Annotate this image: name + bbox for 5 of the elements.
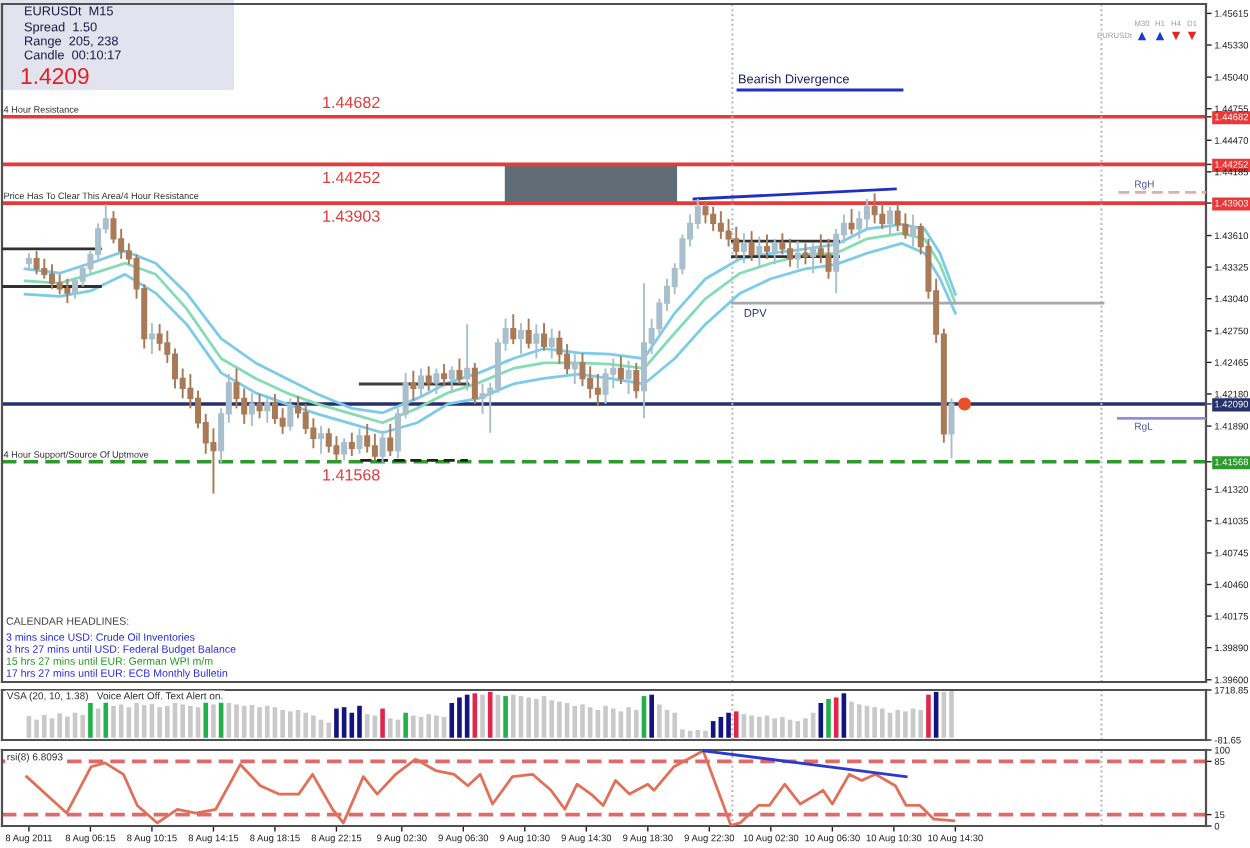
ref-line-label: 1.41568	[323, 469, 380, 481]
ref-line-label: 1.44682	[323, 96, 380, 109]
ref-line-label: 1.43903	[323, 210, 380, 222]
annotation: 1.4209	[21, 67, 89, 85]
ref-line-label: 1.44252	[323, 171, 380, 184]
